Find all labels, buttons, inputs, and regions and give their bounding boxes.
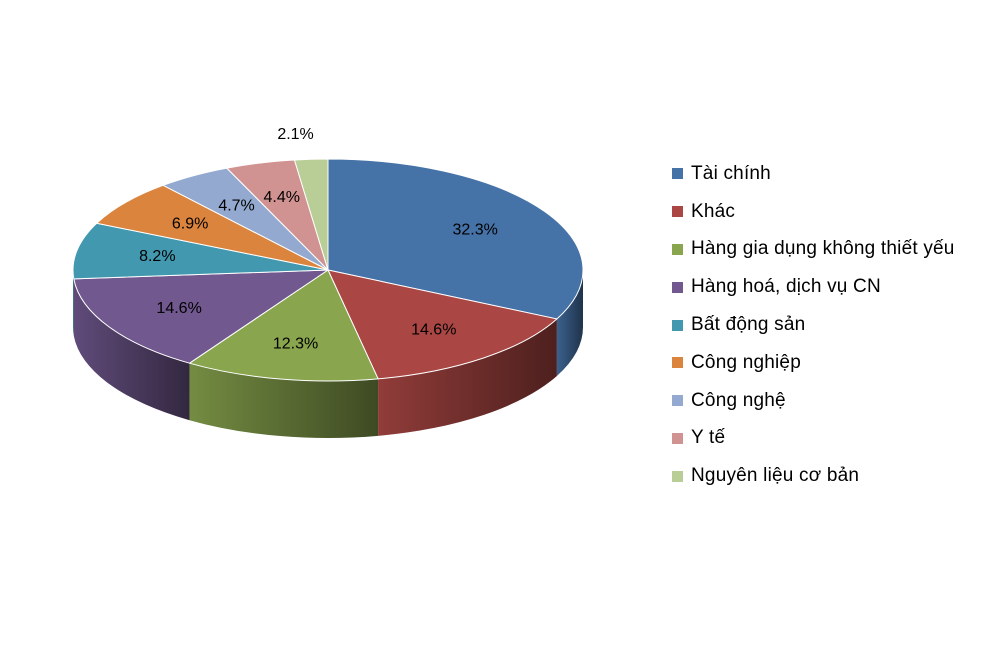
pie-side-tai-chinh [556,270,583,376]
legend-label: Công nghiệp [691,351,801,373]
legend-label: Tài chính [691,162,771,184]
legend-swatch [672,243,683,255]
pie-slice-bat-dong-san [72,222,329,280]
legend-item-cong-nghiep: Công nghiệp [672,344,987,382]
data-label-cong-nghiep: 6.9% [172,216,208,233]
legend-label: Hàng hoá, dịch vụ CN [691,276,881,298]
legend-item-y-te: Y tế [672,420,987,458]
legend-swatch [672,395,683,407]
pie-slice-tai-chinh [327,158,584,320]
pie-slice-cong-nghiep [96,184,329,271]
legend-swatch [672,432,683,444]
legend-label: Nguyên liệu cơ bản [691,465,860,487]
legend-label: Công nghệ [691,389,786,411]
data-label-hang-hoa-dich-vu-cn: 14.6% [156,300,201,317]
pie-slice-hang-hoa-dich-vu-cn [73,269,329,364]
legend-label: Khác [691,200,736,222]
legend-label: Hàng gia dụng không thiết yếu [691,238,955,260]
pie-sides [73,270,583,439]
data-label-tai-chinh: 32.3% [452,222,497,239]
legend-swatch [672,281,683,293]
legend-swatch [672,206,683,218]
pie-side-hang-gia-dung-khong-thiet-yeu [189,363,379,439]
legend-item-hang-gia-dung-khong-thiet-yeu: Hàng gia dụng không thiết yếu [672,231,987,269]
legend-label: Bất động sản [691,314,806,336]
data-label-cong-nghe: 4.7% [218,197,254,214]
legend-swatch [672,319,683,331]
legend-swatch [672,357,683,369]
data-label-hang-gia-dung-khong-thiet-yeu: 12.3% [273,336,318,353]
pie-labels: 32.3% 14.6% 12.3% 14.6% 8.2% 6.9% 4.7% 4.4% 2.1% [139,126,498,353]
legend-item-hang-hoa-dich-vu-cn: Hàng hoá, dịch vụ CN [672,268,987,306]
legend-item-cong-nghe: Công nghệ [672,382,987,420]
pie-slice-khac [327,269,558,380]
pie-tops [72,158,584,382]
legend-swatch [672,168,683,180]
legend: Tài chính Khác Hàng gia dụng không thiết y… [672,155,987,495]
legend-item-khac: Khác [672,193,987,231]
data-label-khac: 14.6% [411,321,456,338]
legend-item-tai-chinh: Tài chính [672,155,987,193]
pie-side-khac [378,318,557,436]
data-label-bat-dong-san: 8.2% [139,248,175,265]
legend-item-bat-dong-san: Bất động sản [672,306,987,344]
pie-side-hang-hoa-dich-vu-cn [73,278,190,421]
data-label-y-te: 4.4% [264,189,300,206]
pie-slice-hang-gia-dung-khong-thiet-yeu [188,269,379,382]
legend-swatch [672,470,683,482]
legend-label: Y tế [691,427,726,449]
data-label-nguyen-lieu-co-ban: 2.1% [277,126,313,143]
legend-item-nguyen-lieu-co-ban: Nguyên liệu cơ bản [672,457,987,495]
pie-side-bat-dong-san [73,270,74,336]
pie-slice-nguyen-lieu-co-ban [293,158,329,271]
